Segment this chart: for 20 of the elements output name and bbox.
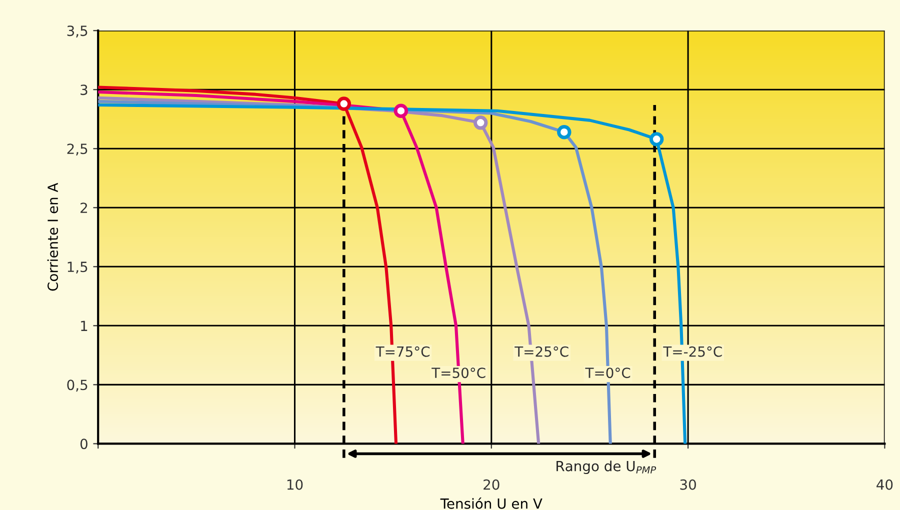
series-label: T=50°C [432,368,486,378]
y-tick-label: 0 [80,438,88,450]
y-axis-title: Corriente I en A [47,182,58,291]
y-tick-label: 3 [80,84,88,96]
text: Rango de U$_{PMP}$ [556,460,656,474]
series-label: T=25°C [514,346,568,357]
x-tick-label: 40 [876,479,893,490]
y-tick-label: 2,5 [67,144,88,156]
series-label: T=0°C [585,368,630,378]
series-label: T=-25°C [663,346,722,357]
y-tick-label: 1,5 [68,262,88,274]
y-tick-label: 3,5 [67,26,88,38]
series-label: T=75°C [376,346,430,357]
x-axis-title: Tensión U en V [440,498,542,509]
y-tick-label: 1 [81,320,88,331]
x-tick-label: 30 [680,479,696,490]
x-tick-label: 20 [484,479,500,490]
y-tick-label: 0,5 [67,380,88,392]
x-tick-label: 10 [287,479,303,490]
y-tick-label: 2 [80,202,87,213]
